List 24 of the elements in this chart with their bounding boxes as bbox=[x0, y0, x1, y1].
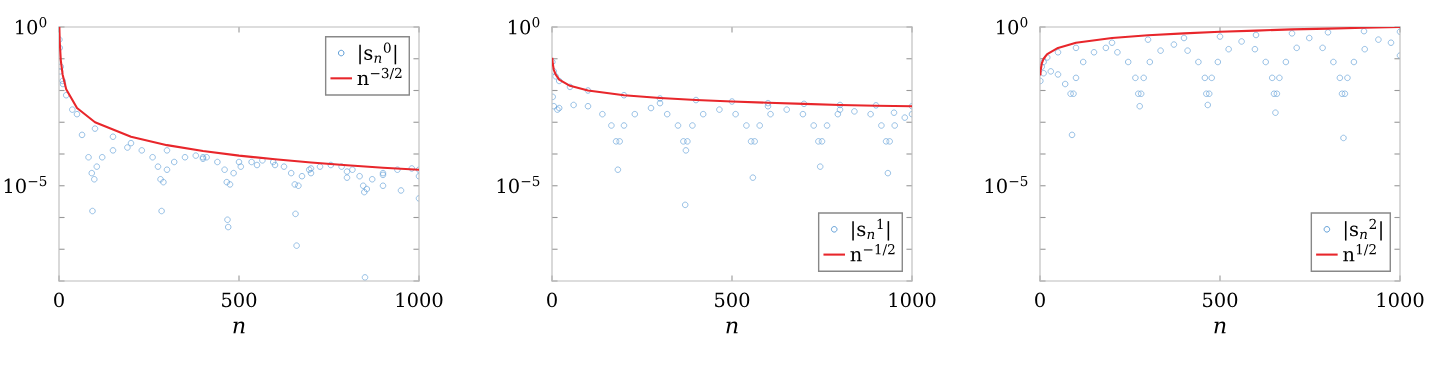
x-axis-title: n bbox=[233, 321, 245, 334]
x-axis-title: n bbox=[1214, 321, 1226, 334]
x-tick-label: 500 bbox=[222, 292, 257, 308]
legend-label: n$^{−1/2}$ bbox=[850, 244, 895, 262]
y-tick-label: 10$^{−5}$ bbox=[4, 176, 47, 194]
x-axis-title: n bbox=[726, 321, 738, 334]
x-tick-label: 500 bbox=[1203, 292, 1238, 308]
x-tick-label: 1000 bbox=[396, 292, 443, 308]
y-tick-label: 10$^{0}$ bbox=[509, 17, 540, 35]
legend-label: |s$_{n}$$^{0}$| bbox=[359, 42, 397, 65]
legend-label: n$^{1/2}$ bbox=[1343, 244, 1376, 262]
y-tick-label: 10$^{−5}$ bbox=[985, 176, 1028, 194]
x-tick-label: 1000 bbox=[1377, 292, 1424, 308]
y-tick-label: 10$^{−5}$ bbox=[497, 176, 540, 194]
x-tick-label: 0 bbox=[547, 292, 557, 308]
legend-label: n$^{−3/2}$ bbox=[357, 67, 402, 85]
x-tick-label: 500 bbox=[715, 292, 750, 308]
x-tick-label: 1000 bbox=[889, 292, 936, 308]
legend-label: |s$_{n}$$^{2}$| bbox=[1344, 218, 1382, 241]
y-tick-label: 10$^{0}$ bbox=[16, 17, 47, 35]
y-tick-label: 10$^{0}$ bbox=[997, 17, 1028, 35]
legend-label: |s$_{n}$$^{1}$| bbox=[852, 218, 890, 241]
x-tick-label: 0 bbox=[1035, 292, 1045, 308]
x-tick-label: 0 bbox=[54, 292, 64, 308]
